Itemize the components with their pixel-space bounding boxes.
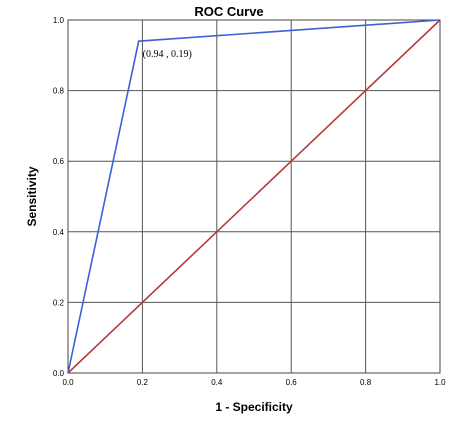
y-tick-label: 0.4: [53, 228, 65, 237]
x-tick-label: 0.8: [360, 378, 372, 387]
x-tick-label: 0.0: [62, 378, 74, 387]
y-axis-label: Sensitivity: [25, 166, 39, 226]
y-tick-label: 0.8: [53, 87, 65, 96]
y-tick-label: 0.6: [53, 157, 65, 166]
series-lines: [67, 19, 441, 374]
y-tick-label: 0.0: [53, 369, 65, 378]
x-tick-labels: 0.0 0.2 0.4 0.6 0.8 1.0: [62, 378, 446, 387]
x-tick-label: 0.4: [211, 378, 223, 387]
y-tick-labels: 0.0 0.2 0.4 0.6 0.8 1.0: [53, 16, 65, 378]
roc-curve-line: [67, 19, 441, 374]
annotations: (0.94 , 0.19): [143, 49, 192, 60]
x-tick-label: 1.0: [434, 378, 446, 387]
y-tick-label: 0.2: [53, 298, 65, 307]
x-tick-label: 0.2: [137, 378, 149, 387]
chart-title: ROC Curve: [194, 4, 263, 19]
x-tick-label: 0.6: [286, 378, 298, 387]
annotation-label: (0.94 , 0.19): [143, 49, 192, 60]
reference-diagonal-line: [67, 19, 441, 374]
grid-lines: [68, 20, 440, 373]
x-axis-label: 1 - Specificity: [215, 400, 293, 414]
y-tick-label: 1.0: [53, 16, 65, 25]
